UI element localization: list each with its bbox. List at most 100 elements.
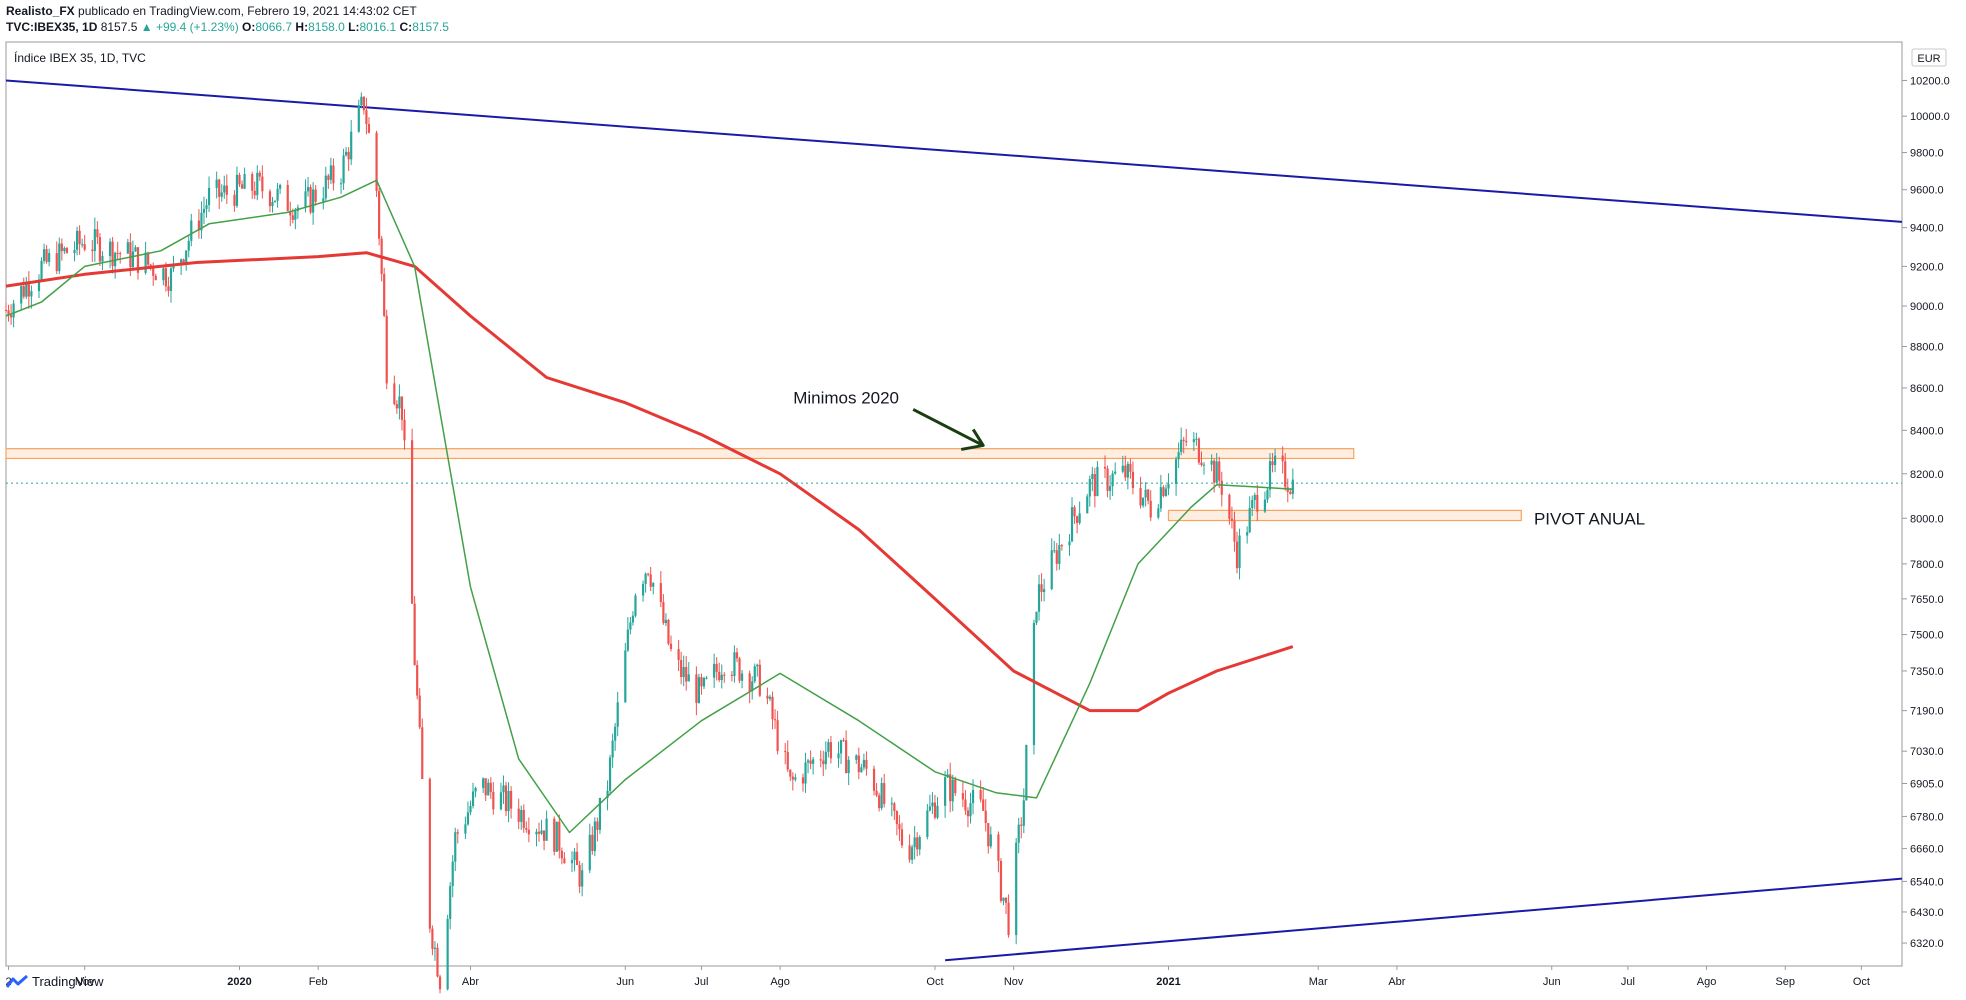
candle-body bbox=[469, 805, 472, 813]
candle-body bbox=[233, 194, 236, 206]
candle-body bbox=[1025, 745, 1028, 801]
candle-body bbox=[162, 268, 165, 281]
candle-body bbox=[20, 286, 23, 304]
candle-body bbox=[555, 821, 558, 852]
candle-body bbox=[96, 229, 99, 238]
candle-body bbox=[806, 760, 810, 763]
candle-body bbox=[291, 215, 294, 220]
open-label: O: bbox=[242, 20, 256, 34]
candle-body bbox=[999, 860, 1003, 901]
candle-body bbox=[740, 673, 744, 681]
candle-body bbox=[677, 648, 680, 661]
candle-body bbox=[1200, 462, 1203, 465]
candle-body bbox=[1032, 622, 1036, 746]
x-tick-label: Jul bbox=[694, 976, 708, 988]
candle-body bbox=[1284, 461, 1287, 488]
candle-body bbox=[12, 303, 15, 318]
candle-body bbox=[964, 799, 967, 811]
candle-body bbox=[652, 583, 655, 587]
candle-body bbox=[7, 310, 10, 316]
candle-body bbox=[1251, 500, 1254, 508]
candle-body bbox=[45, 249, 48, 262]
candle-body bbox=[220, 192, 223, 197]
candle-body bbox=[1002, 897, 1005, 901]
candle-body bbox=[659, 583, 662, 603]
candle-body bbox=[304, 191, 307, 208]
candle-body bbox=[327, 175, 330, 180]
candle-body bbox=[502, 785, 505, 793]
y-tick-label: 10000.0 bbox=[1910, 111, 1950, 123]
candle-body bbox=[329, 165, 332, 180]
candle-body bbox=[720, 674, 723, 681]
candle-body bbox=[575, 851, 579, 866]
candle-body bbox=[332, 165, 335, 184]
candle-body bbox=[966, 810, 970, 817]
candle-body bbox=[131, 251, 135, 268]
candle-body bbox=[598, 797, 602, 830]
candle-body bbox=[855, 755, 858, 760]
candle-body bbox=[182, 259, 185, 264]
candle-body bbox=[116, 252, 119, 254]
open-value: 8066.7 bbox=[255, 20, 293, 34]
y-tick-label: 8600.0 bbox=[1910, 383, 1944, 395]
candle-body bbox=[695, 674, 698, 703]
candle-body bbox=[545, 818, 548, 841]
candle-body bbox=[1076, 516, 1079, 523]
candle-body bbox=[471, 791, 475, 806]
high-label: H: bbox=[295, 20, 309, 34]
candle-body bbox=[1114, 471, 1117, 474]
candle-body bbox=[558, 821, 561, 851]
candle-body bbox=[984, 810, 987, 824]
candle-body bbox=[1233, 520, 1236, 542]
annotation-minimos-2020: Minimos 2020 bbox=[793, 388, 899, 407]
candle-body bbox=[702, 677, 706, 687]
candle-body bbox=[60, 243, 63, 252]
candle-body bbox=[1129, 463, 1132, 472]
candle-body bbox=[776, 720, 779, 752]
x-axis: 2 Nov 2020 Feb Abr Jun Jul Ago Oct Nov 2021 Mar Abr J… bbox=[5, 966, 1870, 988]
candle-body bbox=[1139, 488, 1142, 506]
candle-body bbox=[383, 273, 386, 316]
candle-body bbox=[989, 834, 992, 847]
x-tick-label: Nov bbox=[1004, 976, 1024, 988]
candle-body bbox=[4, 310, 8, 312]
horizontal-zone bbox=[1167, 509, 1522, 522]
y-tick-label: 6780.0 bbox=[1910, 811, 1944, 823]
high-value: 8158.0 bbox=[308, 20, 345, 34]
candle-body bbox=[484, 778, 487, 796]
candle-body bbox=[629, 622, 632, 630]
candle-body bbox=[822, 760, 825, 765]
x-tick-label: Jun bbox=[1543, 976, 1561, 988]
candle-body bbox=[705, 677, 708, 679]
candle-body bbox=[845, 740, 848, 774]
candle-body bbox=[1058, 545, 1061, 564]
candle-body bbox=[454, 832, 457, 862]
candle-body bbox=[878, 795, 881, 809]
candle-body bbox=[644, 573, 647, 584]
candle-body bbox=[339, 183, 343, 185]
footer-brand[interactable]: TradingView bbox=[6, 974, 104, 989]
candle-body bbox=[1073, 507, 1076, 517]
candle-body bbox=[1106, 468, 1109, 491]
candle-body bbox=[1068, 541, 1071, 546]
candle-body bbox=[926, 810, 929, 838]
candle-body bbox=[27, 283, 30, 297]
candle-body bbox=[190, 220, 193, 241]
x-tick-label: 2021 bbox=[1156, 976, 1180, 988]
chart-frame bbox=[5, 41, 1903, 967]
annotations-layer: Minimos 2020 PIVOT ANUAL bbox=[793, 388, 1645, 528]
candle-body bbox=[647, 573, 650, 575]
candle-body bbox=[997, 834, 1000, 861]
candle-body bbox=[824, 751, 827, 765]
candle-body bbox=[101, 256, 104, 262]
candle-body bbox=[464, 824, 467, 834]
candle-body bbox=[385, 315, 388, 384]
candle-body bbox=[578, 865, 581, 887]
candle-body bbox=[606, 790, 609, 798]
candle-body bbox=[83, 244, 86, 250]
annotation-arrow-head bbox=[960, 428, 985, 451]
candle-body bbox=[804, 762, 807, 784]
candle-body bbox=[271, 202, 274, 207]
candle-body bbox=[697, 677, 701, 703]
